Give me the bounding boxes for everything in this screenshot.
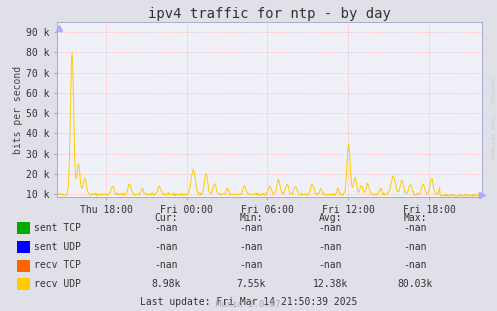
Text: recv UDP: recv UDP <box>34 279 81 289</box>
Text: -nan: -nan <box>239 223 263 233</box>
Text: -nan: -nan <box>319 223 342 233</box>
Text: -nan: -nan <box>319 260 342 270</box>
Text: -nan: -nan <box>155 260 178 270</box>
Text: Cur:: Cur: <box>155 213 178 223</box>
Text: -nan: -nan <box>403 260 427 270</box>
Text: -nan: -nan <box>155 242 178 252</box>
Text: 8.98k: 8.98k <box>152 279 181 289</box>
Y-axis label: bits per second: bits per second <box>13 66 23 154</box>
Text: RRDTOOL / TOBI OETIKER: RRDTOOL / TOBI OETIKER <box>490 77 495 160</box>
Text: Munin 2.0.67: Munin 2.0.67 <box>216 300 281 309</box>
Text: -nan: -nan <box>239 242 263 252</box>
Text: Avg:: Avg: <box>319 213 342 223</box>
Text: 12.38k: 12.38k <box>313 279 348 289</box>
Text: Min:: Min: <box>239 213 263 223</box>
Text: 80.03k: 80.03k <box>398 279 432 289</box>
Text: -nan: -nan <box>403 223 427 233</box>
Text: -nan: -nan <box>239 260 263 270</box>
Title: ipv4 traffic for ntp - by day: ipv4 traffic for ntp - by day <box>148 7 391 21</box>
Text: recv TCP: recv TCP <box>34 260 81 270</box>
Text: -nan: -nan <box>319 242 342 252</box>
Text: -nan: -nan <box>155 223 178 233</box>
Text: 7.55k: 7.55k <box>236 279 266 289</box>
Text: Last update: Fri Mar 14 21:50:39 2025: Last update: Fri Mar 14 21:50:39 2025 <box>140 297 357 307</box>
Text: sent UDP: sent UDP <box>34 242 81 252</box>
Text: sent TCP: sent TCP <box>34 223 81 233</box>
Text: -nan: -nan <box>403 242 427 252</box>
Text: Max:: Max: <box>403 213 427 223</box>
